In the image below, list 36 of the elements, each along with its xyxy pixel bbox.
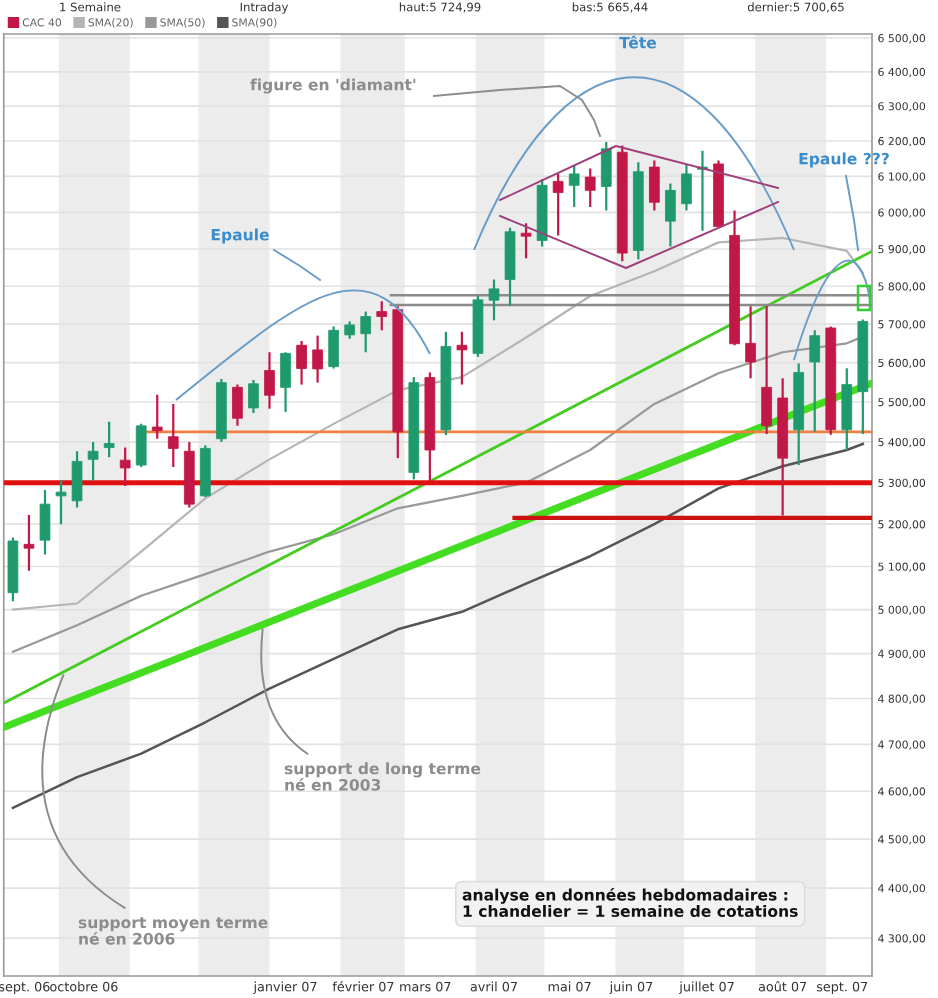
candlestick bbox=[600, 140, 612, 212]
candlestick bbox=[745, 305, 756, 380]
candlestick bbox=[151, 393, 163, 440]
candlestick bbox=[55, 479, 67, 526]
candlestick bbox=[23, 513, 35, 572]
candlestick bbox=[103, 420, 115, 459]
candlestick bbox=[841, 367, 853, 452]
candlestick bbox=[681, 162, 692, 212]
candlestick bbox=[568, 164, 580, 209]
candlestick bbox=[504, 226, 516, 307]
candlestick bbox=[39, 488, 51, 556]
candlestick bbox=[520, 222, 532, 260]
candlestick bbox=[456, 330, 468, 386]
candlestick bbox=[584, 167, 596, 209]
candlestick bbox=[665, 182, 676, 248]
candlestick bbox=[360, 310, 372, 354]
candlestick bbox=[119, 446, 131, 488]
candlestick bbox=[232, 383, 243, 427]
candlestick bbox=[248, 378, 259, 415]
candlestick bbox=[376, 300, 388, 332]
candlestick bbox=[264, 351, 275, 410]
candlestick bbox=[761, 305, 772, 435]
candlestick bbox=[328, 325, 339, 370]
candlestick bbox=[135, 422, 147, 469]
candlestick bbox=[488, 278, 500, 322]
candlestick bbox=[280, 351, 291, 413]
candlestick bbox=[552, 172, 564, 237]
candlestick bbox=[71, 450, 83, 509]
candlestick bbox=[649, 159, 660, 212]
candlestick bbox=[296, 339, 307, 386]
candlestick bbox=[87, 440, 99, 482]
candlestick bbox=[809, 329, 821, 433]
line-series bbox=[11, 442, 865, 810]
candlestick bbox=[200, 444, 211, 499]
candlestick bbox=[167, 402, 179, 469]
candlestick bbox=[312, 334, 323, 384]
